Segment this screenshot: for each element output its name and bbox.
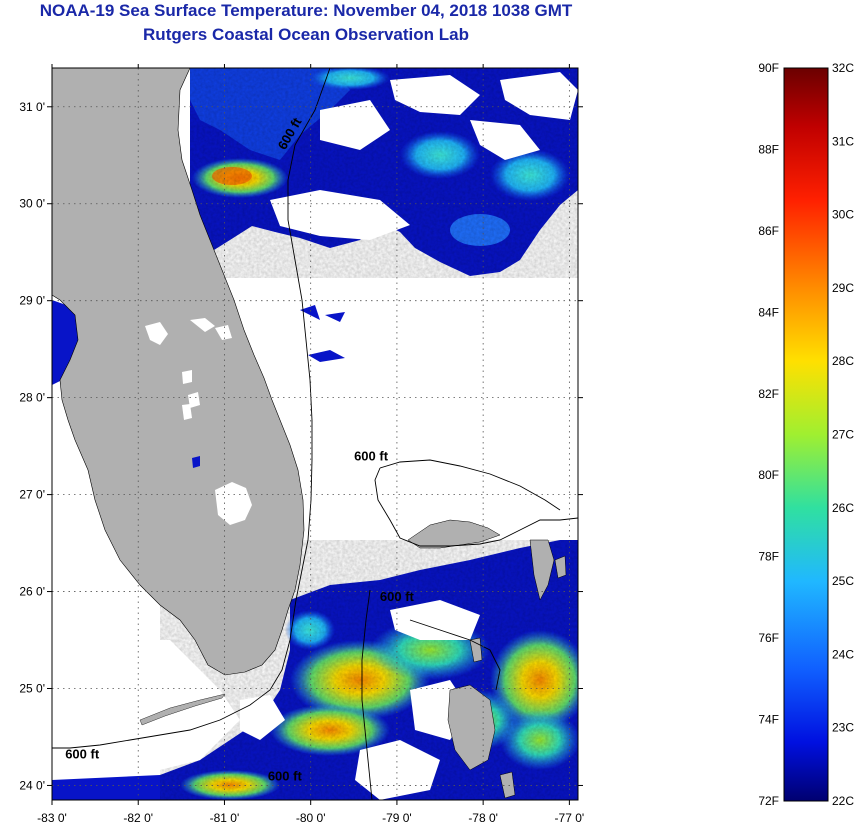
lon-tick-label-3: -80 0' — [296, 811, 326, 825]
lon-tick-label-4: -79 0' — [382, 811, 412, 825]
colorbar: 90F 88F 86F 84F 82F 80F 78F 76F 74F 72F 32C 31C 30C… — [758, 61, 854, 808]
colorbar-c-label-6: 26C — [832, 501, 854, 515]
colorbar-celsius-labels: 32C 31C 30C 29C 28C 27C 26C 25C 24C 23C 22C — [832, 61, 854, 808]
colorbar-f-label-8: 74F — [758, 713, 779, 727]
colorbar-c-label-0: 32C — [832, 61, 854, 75]
lat-tick-label-0: 24 0' — [19, 778, 45, 792]
contour-label-2: 600 ft — [268, 769, 303, 784]
longitude-axis: -83 0' -82 0' -81 0' -80 0' -79 0' -78 0' -77 … — [37, 64, 584, 825]
contour-label-0: 600 ft — [354, 449, 389, 464]
colorbar-c-label-2: 30C — [832, 208, 854, 222]
contour-label-3: 600 ft — [65, 746, 100, 761]
colorbar-f-label-7: 76F — [758, 631, 779, 645]
colorbar-c-label-7: 25C — [832, 574, 854, 588]
lon-tick-label-5: -78 0' — [468, 811, 498, 825]
colorbar-f-label-2: 86F — [758, 224, 779, 238]
lon-tick-label-1: -82 0' — [123, 811, 153, 825]
colorbar-bar — [783, 67, 829, 802]
colorbar-f-label-4: 82F — [758, 387, 779, 401]
bahamas-landmass — [407, 519, 567, 799]
lake-okeechobee-water — [192, 456, 200, 468]
lat-tick-label-5: 29 0' — [19, 294, 45, 308]
chart-title: NOAA-19 Sea Surface Temperature: Novembe… — [39, 1, 573, 20]
colorbar-f-label-1: 88F — [758, 142, 779, 156]
colorbar-c-label-8: 24C — [832, 647, 854, 661]
lat-tick-label-1: 25 0' — [19, 682, 45, 696]
lon-tick-label-2: -81 0' — [210, 811, 240, 825]
graticule — [52, 68, 578, 800]
florida-keys — [139, 693, 226, 726]
chart-subtitle: Rutgers Coastal Ocean Observation Lab — [143, 25, 469, 44]
cloud-patches-north — [270, 72, 578, 240]
colorbar-c-label-3: 29C — [832, 281, 854, 295]
lat-tick-label-7: 31 0' — [19, 100, 45, 114]
colorbar-c-label-5: 27C — [832, 428, 854, 442]
contour-label-1: 600 ft — [380, 589, 415, 604]
lat-tick-label-2: 26 0' — [19, 585, 45, 599]
colorbar-f-label-0: 90F — [758, 61, 779, 75]
plot-frame — [51, 67, 579, 801]
colorbar-f-label-5: 80F — [758, 468, 779, 482]
florida-landmass — [52, 68, 305, 676]
isobath-600ft — [52, 68, 578, 800]
lat-tick-label-3: 27 0' — [19, 488, 45, 502]
colorbar-c-label-1: 31C — [832, 134, 854, 148]
colorbar-f-label-3: 84F — [758, 305, 779, 319]
colorbar-c-label-4: 28C — [832, 354, 854, 368]
colorbar-c-label-9: 23C — [832, 721, 854, 735]
latitude-axis: 24 0' 25 0' 26 0' 27 0' 28 0' 29 0' 30 0' 31 0' — [19, 100, 583, 792]
lon-tick-label-6: -77 0' — [555, 811, 585, 825]
lat-tick-label-6: 30 0' — [19, 197, 45, 211]
colorbar-fahrenheit-labels: 90F 88F 86F 84F 82F 80F 78F 76F 74F 72F — [758, 61, 779, 808]
colorbar-c-label-10: 22C — [832, 794, 854, 808]
colorbar-f-label-6: 78F — [758, 550, 779, 564]
sst-water-west — [52, 300, 345, 385]
lat-tick-label-4: 28 0' — [19, 391, 45, 405]
lon-tick-label-0: -83 0' — [37, 811, 67, 825]
colorbar-f-label-9: 72F — [758, 794, 779, 808]
